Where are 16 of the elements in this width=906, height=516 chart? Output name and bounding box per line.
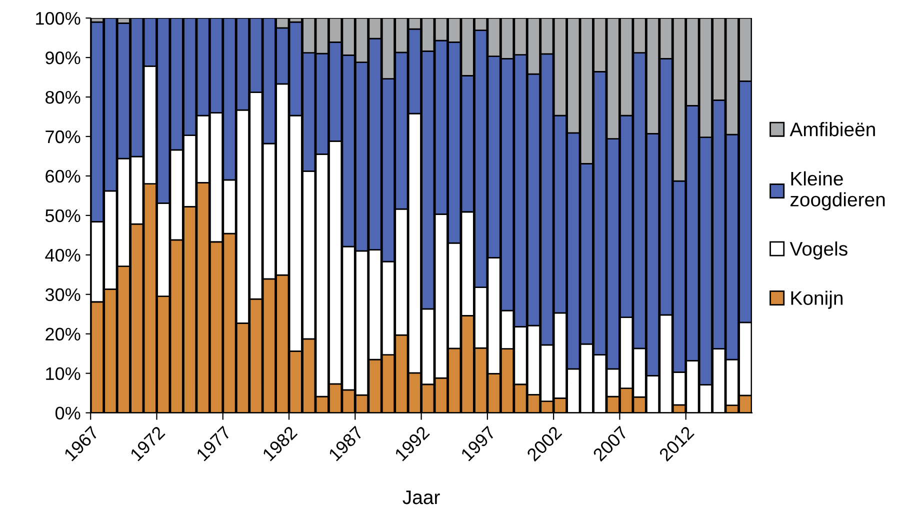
y-tick-label: 20% [46,328,80,341]
x-axis-title: Jaar [402,490,440,504]
y-tick-label: 0% [55,406,80,420]
y-tick-label: 50% [45,209,80,222]
y-tick-label: 40% [45,248,80,262]
y-tick-label: 80% [46,90,80,104]
y-tick-label: 60% [46,170,80,183]
y-tick-label: 70% [46,130,80,144]
legend-label: Kleine zoogdieren [790,171,885,210]
legend-label: Konijn [791,290,842,309]
y-tick-label: 90% [46,51,80,64]
legend-label: Amfibieën [790,122,875,136]
y-tick-label: 10% [46,367,80,380]
legend-label: Vogels [790,241,848,260]
y-tick-label: 100% [36,12,80,25]
y-tick-label: 30% [45,288,80,302]
